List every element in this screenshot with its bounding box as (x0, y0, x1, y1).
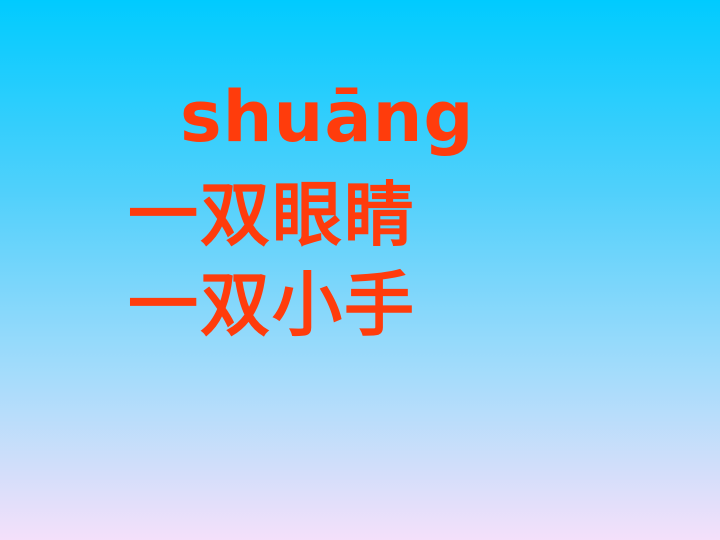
pinyin-heading: shuāng (180, 76, 475, 158)
phrase-text: 一双小手 (128, 264, 416, 346)
phrase-text: 一双眼睛 (128, 174, 416, 256)
